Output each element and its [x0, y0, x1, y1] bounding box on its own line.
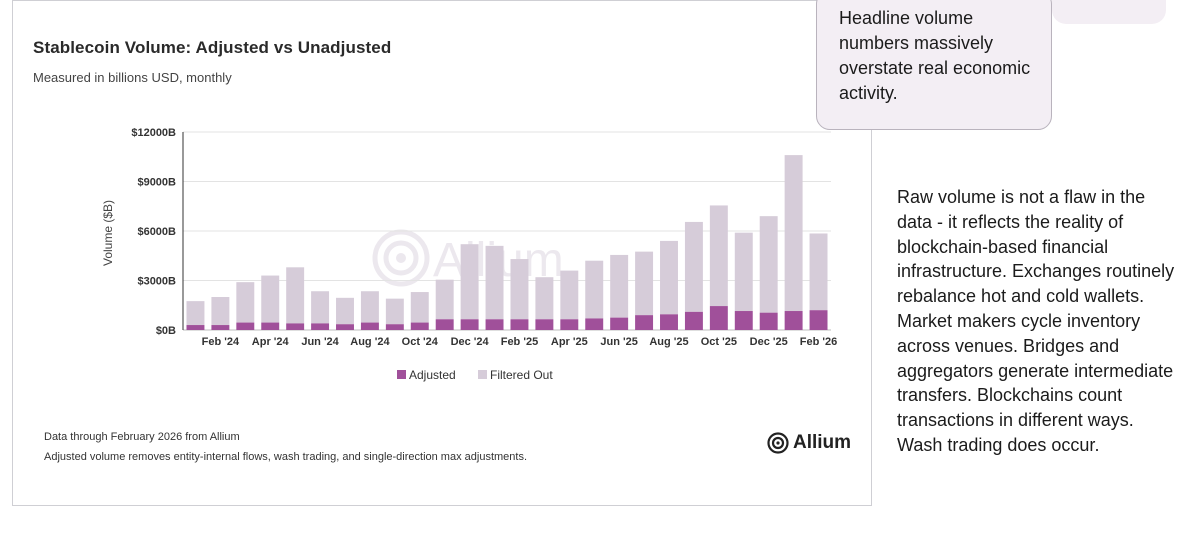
x-tick-label: Aug '24 [350, 336, 390, 348]
x-tick-label: Jun '25 [600, 336, 637, 348]
x-tick-label: Apr '25 [551, 336, 588, 348]
bar-filtered-out [635, 251, 654, 316]
y-tick-label: $6000B [137, 226, 176, 238]
x-tick-label: Jun '24 [301, 336, 339, 348]
bar-filtered-out [809, 233, 828, 311]
bar-filtered-out [560, 270, 579, 320]
bar-filtered-out [734, 232, 753, 312]
bar-filtered-out [311, 291, 330, 324]
bar-adjusted [485, 319, 504, 330]
y-tick-label: $9000B [137, 177, 176, 189]
bar-filtered-out [784, 155, 803, 312]
brand-name: Allium [793, 432, 852, 453]
x-tick-label: Feb '26 [800, 336, 837, 348]
bar-filtered-out [709, 205, 728, 307]
bars [186, 155, 828, 330]
side-paragraph: Raw volume is not a flaw in the data - i… [897, 187, 1175, 455]
bar-filtered-out [360, 291, 379, 323]
bar-adjusted [535, 319, 554, 330]
bar-adjusted [709, 306, 728, 330]
x-tick-label: Oct '24 [402, 336, 439, 348]
bar-filtered-out [510, 259, 529, 320]
bar-adjusted [809, 310, 828, 330]
bar-filtered-out [684, 221, 703, 312]
allium-logo-icon [767, 432, 789, 454]
chart-subtitle: Measured in billions USD, monthly [33, 70, 232, 85]
legend-swatch-adjusted [397, 370, 406, 379]
bar-adjusted [311, 323, 330, 330]
bar-adjusted [360, 322, 379, 330]
bar-adjusted [460, 319, 479, 330]
background-panel [1052, 0, 1166, 24]
method-note: Adjusted volume removes entity-internal … [44, 451, 528, 463]
bar-adjusted [336, 324, 354, 330]
bar-filtered-out [336, 297, 354, 325]
bar-adjusted [560, 319, 579, 330]
chart-plot: Allium $0B$3000B$6000B$9000B$12000B Feb … [101, 127, 838, 382]
y-tick-label: $0B [156, 325, 176, 337]
chart-card: Stablecoin Volume: Adjusted vs Unadjuste… [12, 0, 872, 506]
bar-adjusted [585, 318, 604, 330]
bar-adjusted [385, 324, 404, 330]
y-tick-label: $12000B [131, 127, 176, 139]
y-tick-label: $3000B [137, 276, 176, 288]
legend-label-filtered: Filtered Out [490, 368, 553, 382]
legend-swatch-filtered [478, 370, 487, 379]
bar-filtered-out [385, 298, 404, 325]
y-axis-label: Volume ($B) [101, 200, 115, 266]
callout-box: Headline volume numbers massively overst… [816, 0, 1052, 130]
bar-adjusted [684, 311, 703, 330]
x-tick-label: Apr '24 [252, 336, 290, 348]
bar-adjusted [211, 325, 230, 330]
watermark-logo-icon [372, 229, 430, 287]
bar-adjusted [510, 319, 529, 330]
bar-filtered-out [585, 260, 604, 319]
bar-filtered-out [261, 275, 280, 323]
gridlines [183, 131, 831, 331]
bar-adjusted [784, 311, 803, 330]
bar-filtered-out [660, 240, 678, 315]
x-tick-label: Feb '24 [202, 336, 240, 348]
bar-adjusted [759, 312, 778, 330]
bar-filtered-out [485, 245, 504, 320]
bar-filtered-out [435, 279, 454, 320]
bar-adjusted [635, 315, 654, 330]
legend: Adjusted Filtered Out [397, 368, 553, 382]
x-tick-label: Oct '25 [701, 336, 737, 348]
bar-filtered-out [460, 244, 479, 320]
bar-filtered-out [759, 216, 778, 313]
x-tick-label: Feb '25 [501, 336, 538, 348]
source-note: Data through February 2026 from Allium [44, 431, 240, 443]
brand: Allium [767, 432, 851, 454]
bar-adjusted [435, 319, 454, 330]
x-axis-ticks: Feb '24 Apr '24 Jun '24 Aug '24 Oct '24 Dec '… [202, 336, 838, 348]
bar-adjusted [734, 311, 753, 330]
callout-text: Headline volume numbers massively overst… [839, 8, 1031, 103]
x-tick-label: Aug '25 [649, 336, 688, 348]
bar-adjusted [660, 314, 678, 330]
bar-adjusted [610, 317, 629, 330]
bar-filtered-out [236, 282, 255, 323]
y-axis-ticks: $0B $3000B $6000B $9000B $12000B [131, 127, 176, 337]
bar-adjusted [261, 322, 280, 330]
x-tick-label: Dec '25 [750, 336, 788, 348]
legend-label-adjusted: Adjusted [409, 368, 456, 382]
bar-adjusted [410, 322, 429, 330]
bar-filtered-out [535, 277, 554, 320]
bar-filtered-out [186, 301, 205, 326]
bar-filtered-out [286, 267, 305, 324]
x-tick-label: Dec '24 [451, 336, 490, 348]
bar-adjusted [186, 325, 205, 330]
bar-adjusted [236, 322, 255, 330]
bar-filtered-out [211, 297, 230, 326]
bar-filtered-out [610, 254, 629, 318]
bar-filtered-out [410, 292, 429, 323]
chart-title: Stablecoin Volume: Adjusted vs Unadjuste… [33, 38, 392, 57]
bar-adjusted [286, 323, 305, 330]
